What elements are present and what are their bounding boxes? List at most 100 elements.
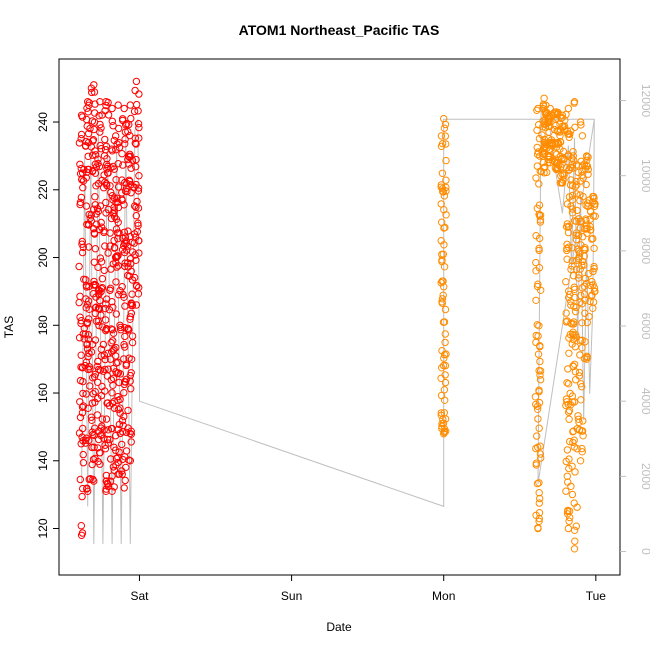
data-point (537, 286, 545, 294)
data-point (588, 198, 597, 206)
data-point (118, 417, 127, 425)
data-point (84, 129, 93, 138)
data-point (535, 322, 543, 330)
data-point (108, 326, 117, 334)
data-point (107, 325, 116, 333)
data-point (85, 315, 93, 323)
data-point (437, 183, 445, 191)
data-point (566, 437, 574, 446)
data-point (570, 360, 579, 368)
data-point (114, 101, 122, 109)
data-point (91, 280, 99, 289)
data-point (91, 169, 100, 177)
data-point (110, 236, 118, 245)
data-point (135, 123, 143, 132)
data-point (563, 255, 571, 263)
data-point (535, 244, 543, 253)
data-point (127, 427, 135, 435)
y2-tick-label: 12000 (639, 84, 650, 118)
data-point (90, 373, 99, 381)
data-point (128, 301, 137, 310)
data-point (576, 337, 585, 345)
data-point (120, 389, 128, 397)
data-point (112, 343, 120, 352)
data-point (534, 524, 542, 533)
data-point (572, 217, 581, 226)
data-point (131, 273, 139, 282)
x-axis: Sat Sun Mon Tue (130, 575, 606, 603)
data-point (127, 355, 136, 363)
data-point (100, 426, 108, 434)
data-point (437, 200, 445, 208)
data-point (578, 383, 586, 391)
data-point (579, 233, 587, 241)
data-point (106, 242, 114, 250)
data-point (440, 428, 449, 437)
data-point (535, 180, 543, 188)
data-point (569, 438, 577, 447)
data-point (112, 310, 121, 318)
data-point (438, 422, 446, 430)
data-point (95, 112, 103, 120)
data-point (114, 358, 122, 366)
data-point (569, 148, 577, 156)
data-point (121, 233, 130, 241)
data-point (572, 331, 580, 339)
data-point (101, 445, 110, 453)
data-point (577, 121, 585, 129)
data-point (103, 165, 111, 173)
data-point (564, 380, 573, 388)
data-point (134, 221, 142, 230)
data-point (128, 338, 137, 347)
x-axis-label: Date (326, 620, 352, 634)
data-point (580, 160, 589, 168)
data-point (535, 398, 544, 407)
data-point (536, 494, 544, 503)
data-point (131, 139, 140, 148)
data-point (553, 150, 561, 159)
data-point (132, 77, 141, 86)
data-point (106, 435, 114, 444)
data-point (558, 154, 566, 163)
data-point (578, 444, 586, 453)
data-point (536, 218, 545, 226)
data-point (75, 334, 84, 342)
data-point (438, 185, 447, 193)
data-point (578, 344, 586, 352)
data-point (127, 369, 135, 377)
data-point (568, 490, 577, 499)
data-point (438, 277, 446, 285)
data-point (77, 531, 86, 539)
data-point (568, 462, 576, 470)
data-point (82, 434, 91, 442)
data-point (75, 262, 83, 271)
data-point (103, 181, 111, 190)
data-point (578, 427, 586, 435)
data-point (535, 386, 543, 394)
data-point (79, 424, 87, 433)
data-point (533, 405, 542, 413)
data-point (574, 274, 583, 282)
data-point (570, 283, 578, 291)
data-point (558, 179, 567, 187)
data-point (576, 191, 584, 199)
data-point (78, 409, 87, 417)
data-point (96, 460, 104, 468)
data-point (84, 331, 93, 339)
data-point (105, 306, 114, 314)
data-point (132, 163, 140, 171)
data-point (577, 217, 585, 226)
data-point (440, 283, 448, 291)
data-point (585, 312, 593, 321)
data-point (101, 387, 109, 395)
data-point (581, 309, 589, 317)
data-point (441, 371, 449, 379)
data-point (564, 524, 573, 533)
data-point (122, 428, 131, 437)
data-point (441, 378, 450, 387)
data-point (564, 478, 572, 486)
data-point (567, 482, 575, 490)
data-point (120, 355, 128, 363)
data-point (581, 245, 589, 254)
data-point (562, 309, 570, 317)
